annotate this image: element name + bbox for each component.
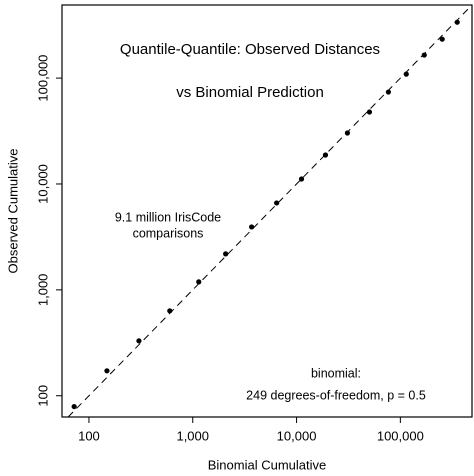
- point: [274, 200, 280, 206]
- annotation: binomial:: [311, 366, 361, 380]
- point: [104, 368, 110, 374]
- x-tick-label: 1,000: [176, 428, 209, 443]
- annotation: 9.1 million IrisCode: [115, 210, 221, 224]
- point: [136, 338, 142, 344]
- annotation: vs Binomial Prediction: [176, 84, 324, 101]
- y-axis-label: Observed Cumulative: [5, 149, 20, 274]
- point: [454, 19, 460, 25]
- point: [196, 279, 202, 285]
- point: [403, 71, 409, 77]
- plot-frame: [61, 4, 473, 418]
- y-tick-label: 100: [35, 385, 50, 407]
- x-tick-label: 10,000: [277, 428, 317, 443]
- y-tick-label: 1,000: [35, 274, 50, 307]
- annotation: Quantile-Quantile: Observed Distances: [120, 41, 380, 58]
- point: [322, 152, 329, 158]
- x-tick-label: 100: [78, 428, 100, 443]
- point: [249, 224, 255, 230]
- x-axis-label: Binomial Cumulative: [208, 457, 327, 472]
- point: [385, 89, 391, 95]
- point: [298, 176, 305, 182]
- point: [344, 130, 351, 136]
- annotation: 249 degrees-of-freedom, p = 0.5: [246, 388, 426, 402]
- point: [366, 109, 373, 115]
- annotation: comparisons: [133, 226, 204, 240]
- y-tick-label: 100,000: [35, 55, 50, 102]
- point: [439, 36, 445, 42]
- y-tick-label: 10,000: [35, 164, 50, 204]
- x-tick-label: 100,000: [377, 428, 424, 443]
- point: [421, 52, 427, 58]
- point: [223, 251, 229, 257]
- point: [167, 308, 173, 314]
- point: [71, 403, 77, 410]
